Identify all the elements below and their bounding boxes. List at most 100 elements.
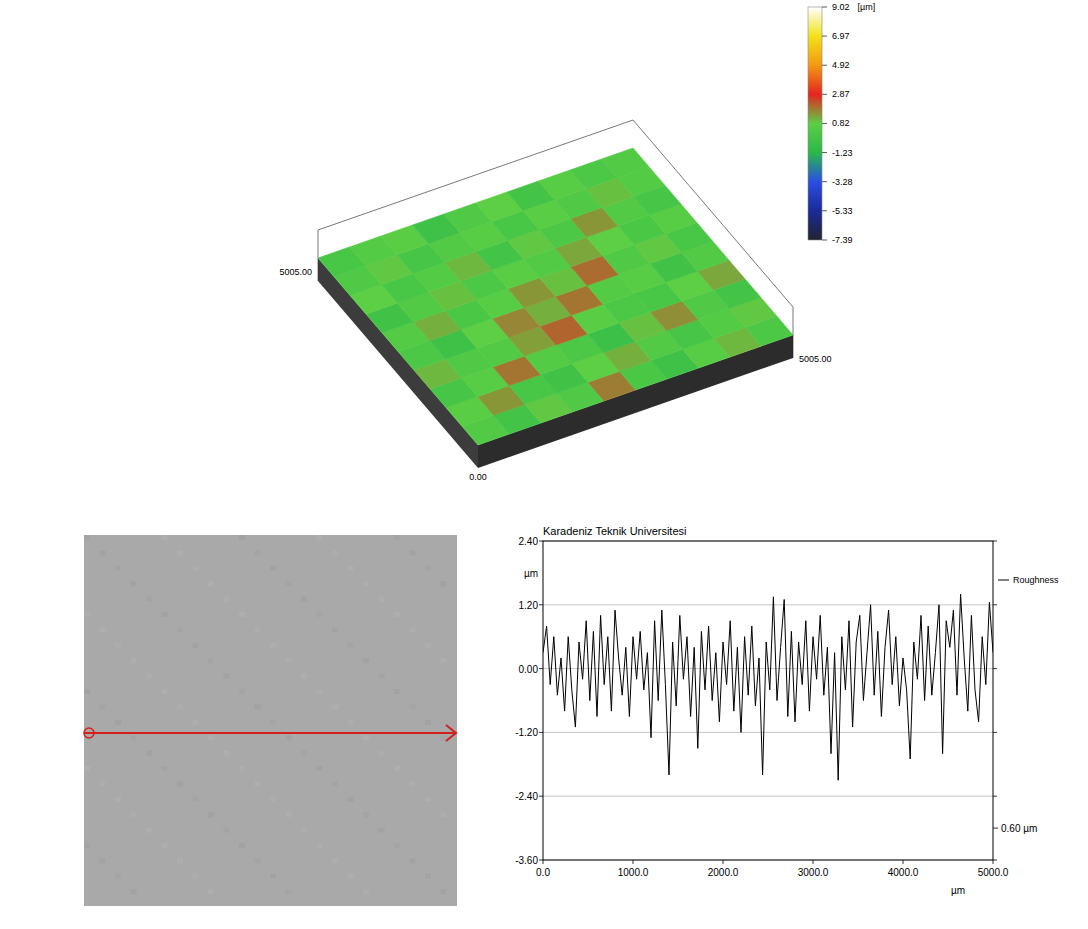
texture: [379, 751, 385, 756]
profile-line: [84, 732, 456, 734]
texture: [286, 812, 292, 817]
y-tick: [539, 732, 543, 733]
colorbar-tick: [822, 210, 827, 211]
x-tick-label: 1000.0: [618, 867, 649, 878]
texture: [301, 828, 307, 833]
texture: [332, 627, 338, 632]
colorbar-tick: [822, 181, 827, 182]
texture: [146, 674, 152, 679]
colorbar-label: -7.39: [832, 235, 853, 245]
texture: [84, 535, 90, 540]
texture: [363, 658, 369, 663]
texture: [394, 612, 400, 617]
texture: [270, 720, 276, 725]
texture: [332, 704, 338, 709]
texture: [348, 720, 354, 725]
colorbar-label: -1.23: [832, 148, 853, 158]
texture: [115, 566, 121, 571]
texture: [100, 550, 106, 555]
surface-cell: [602, 148, 650, 178]
texture: [441, 812, 447, 817]
x-tick: [993, 860, 994, 864]
texture: [162, 612, 168, 617]
colorbar-label: -5.33: [832, 206, 853, 216]
x-tick-label: 0.0: [536, 867, 550, 878]
texture: [317, 766, 323, 771]
plot-frame: [543, 541, 993, 860]
texture: [410, 627, 416, 632]
texture: [224, 674, 230, 679]
texture: [177, 627, 183, 632]
texture: [348, 874, 354, 879]
texture: [208, 735, 214, 740]
axis-label: 0.00: [469, 472, 487, 482]
texture: [441, 889, 447, 894]
y-tick-label: -2.40: [515, 791, 538, 802]
texture: [348, 566, 354, 571]
colorbar-tick: [822, 36, 827, 37]
texture: [348, 797, 354, 802]
y-tick: [993, 604, 997, 605]
texture: [286, 735, 292, 740]
texture: [162, 689, 168, 694]
texture: [301, 751, 307, 756]
colorbar-tick: [822, 65, 827, 66]
texture: [131, 889, 137, 894]
texture: [379, 597, 385, 602]
y-tick-label: 1.20: [519, 600, 539, 611]
texture: [317, 535, 323, 540]
texture: [131, 735, 137, 740]
texture: [425, 720, 431, 725]
colorbar-unit: [µm]: [858, 2, 876, 12]
colorbar-label: 9.02: [832, 2, 850, 12]
texture: [363, 735, 369, 740]
texture: [379, 828, 385, 833]
texture: [255, 858, 261, 863]
texture: [317, 689, 323, 694]
profile-line: [543, 594, 993, 780]
texture: [410, 858, 416, 863]
texture: [100, 781, 106, 786]
texture: [270, 874, 276, 879]
y-tick-label: -3.60: [515, 855, 538, 866]
texture: [425, 874, 431, 879]
texture: [193, 643, 199, 648]
colorbar-label: -3.28: [832, 177, 853, 187]
profile-arrow: [446, 725, 456, 741]
texture: [177, 550, 183, 555]
texture: [208, 812, 214, 817]
texture: [131, 581, 137, 586]
line-chart: Karadeniz Teknik Universitesi-3.60-2.40-…: [515, 525, 1059, 896]
annotation: 0.60 µm: [1001, 823, 1037, 834]
texture: [239, 612, 245, 617]
texture: [239, 766, 245, 771]
texture: [131, 812, 137, 817]
y-tick: [993, 796, 997, 797]
texture: [255, 550, 261, 555]
texture: [255, 704, 261, 709]
colorbar-tick: [822, 152, 827, 153]
texture: [394, 843, 400, 848]
plot-data: [543, 594, 993, 780]
texture: [146, 828, 152, 833]
texture: [100, 704, 106, 709]
canvas: 0.005005.005005.009.02[µm]6.974.922.870.…: [0, 0, 1088, 929]
colorbar-tick: [822, 123, 827, 124]
texture: [100, 858, 106, 863]
texture: [255, 627, 261, 632]
texture: [208, 658, 214, 663]
texture: [394, 535, 400, 540]
texture: [425, 566, 431, 571]
texture: [162, 843, 168, 848]
y-axis-title: µm: [524, 568, 538, 579]
y-tick: [539, 796, 543, 797]
y-tick: [539, 860, 543, 861]
axis-label: 5005.00: [279, 267, 312, 277]
texture: [100, 627, 106, 632]
x-tick-label: 4000.0: [888, 867, 919, 878]
grid-line: [543, 604, 993, 605]
texture: [317, 612, 323, 617]
texture: [193, 797, 199, 802]
colorbar-label: 0.82: [832, 118, 850, 128]
legend-label: Roughness: [1013, 575, 1059, 585]
